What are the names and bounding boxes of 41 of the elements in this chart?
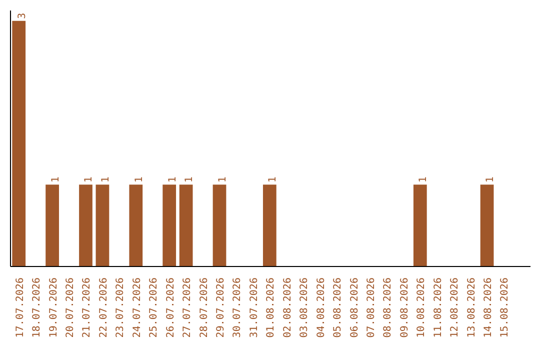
x-tick-label: 10.08.2026: [416, 277, 428, 338]
x-tick-label: 31.07.2026: [248, 277, 260, 338]
x-tick-label: 22.07.2026: [98, 277, 110, 338]
data-label: 1: [50, 176, 62, 183]
x-tick-label: 11.08.2026: [432, 277, 444, 338]
data-label: 1: [167, 176, 178, 183]
x-tick-label: 15.08.2026: [500, 277, 511, 338]
x-tick-label: 04.08.2026: [316, 277, 327, 338]
x-tick-label: 25.07.2026: [148, 277, 160, 338]
x-tick-label: 09.08.2026: [399, 277, 410, 338]
data-label: 1: [418, 176, 430, 183]
x-tick-label: 23.07.2026: [115, 277, 126, 338]
x-tick-label: 01.08.2026: [266, 277, 277, 338]
x-tick-label: 17.07.2026: [14, 277, 26, 338]
x-tick-label: 08.08.2026: [382, 277, 394, 338]
x-tick-label: 06.08.2026: [349, 277, 360, 338]
x-tick-label: 02.08.2026: [282, 277, 294, 338]
x-tick-label: 30.07.2026: [232, 277, 244, 338]
x-tick-label: 19.07.2026: [48, 277, 60, 338]
data-label: 1: [134, 176, 145, 183]
data-label: 3: [16, 12, 28, 19]
data-label: 1: [84, 176, 95, 183]
x-tick-label: 24.07.2026: [132, 277, 143, 338]
x-tick-label: 14.08.2026: [483, 277, 494, 338]
x-tick-label: 20.07.2026: [65, 277, 76, 338]
x-tick-label: 21.07.2026: [82, 277, 93, 338]
x-tick-label: 05.08.2026: [332, 277, 344, 338]
data-label: 1: [268, 176, 279, 183]
data-label: 1: [100, 176, 112, 183]
x-tick-label: 28.07.2026: [198, 277, 210, 338]
x-tick-label: 03.08.2026: [299, 277, 310, 338]
x-tick-label: 27.07.2026: [182, 277, 194, 338]
data-label: 1: [485, 176, 496, 183]
x-tick-label: 13.08.2026: [466, 277, 478, 338]
x-tick-label: 26.07.2026: [165, 277, 176, 338]
x-tick-label: 12.08.2026: [450, 277, 461, 338]
x-tick-label: 29.07.2026: [216, 277, 227, 338]
data-label: 1: [184, 176, 196, 183]
x-tick-label: 07.08.2026: [366, 277, 377, 338]
x-tick-label: 18.07.2026: [32, 277, 43, 338]
data-label: 1: [218, 176, 229, 183]
